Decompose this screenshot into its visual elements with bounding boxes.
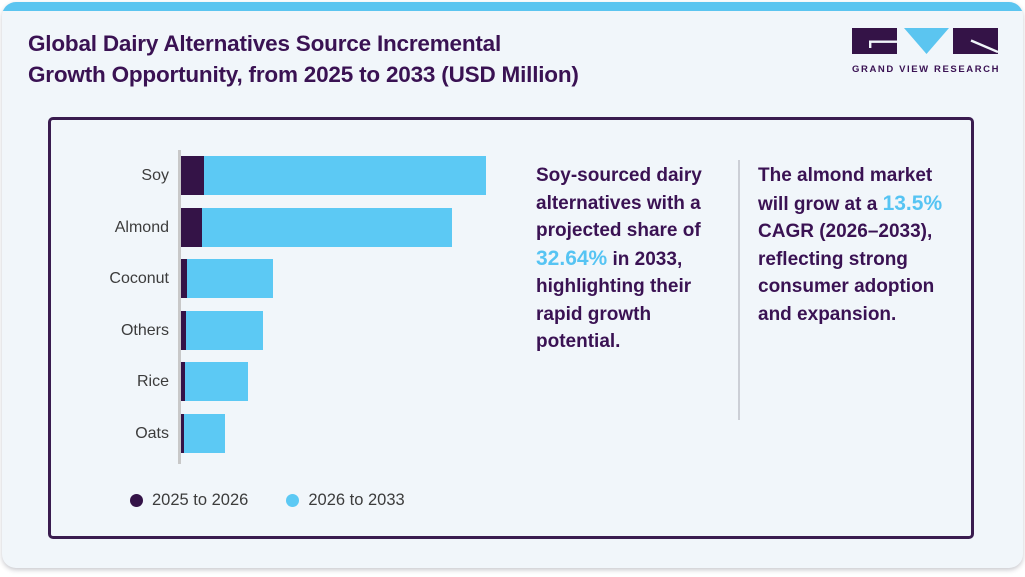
category-label: Almond	[114, 218, 169, 236]
chart-row-rice: Rice	[51, 362, 521, 401]
insight-text: Soy-sourced dairy alternatives with a pr…	[536, 165, 702, 241]
legend-dot-blue-icon	[286, 494, 300, 507]
insight-divider	[738, 160, 740, 420]
bar-segment-2025-to-2026	[181, 156, 204, 195]
bar-track	[181, 259, 273, 298]
top-accent-strip	[2, 2, 1023, 11]
chart-axis-line	[178, 150, 181, 464]
bar-segment-2026-to-2033	[202, 207, 452, 247]
category-label: Coconut	[109, 270, 169, 287]
insight-highlight-value: 13.5%	[882, 191, 943, 215]
insight-highlight-value: 32.64%	[536, 246, 608, 270]
chart-row-coconut: Coconut	[51, 259, 521, 298]
bar-segment-2026-to-2033	[185, 362, 248, 401]
gvr-logo-icon	[852, 28, 999, 54]
insight-text: CAGR (2026–2033), reflecting strong cons…	[758, 221, 935, 325]
chart-row-others: Others	[51, 310, 521, 350]
bar-track	[181, 310, 263, 350]
bar-track	[181, 413, 225, 453]
bar-segment-2025-to-2026	[181, 207, 202, 247]
chart-row-almond: Almond	[51, 207, 521, 247]
bar-segment-2026-to-2033	[184, 413, 225, 453]
insight-soy-text: Soy-sourced dairy alternatives with a pr…	[536, 162, 733, 356]
bar-segment-2026-to-2033	[187, 259, 273, 298]
bar-segment-2025-to-2026	[181, 259, 187, 298]
bar-track	[181, 362, 248, 401]
legend-label: 2025 to 2026	[152, 491, 249, 509]
insight-almond-text: The almond market will grow at a 13.5% C…	[758, 162, 944, 328]
content-panel: Soy Almond Coconut Others Rice Oats 2025 to 2…	[48, 117, 974, 539]
bar-segment-2025-to-2026	[181, 413, 184, 453]
bar-chart: Soy Almond Coconut Others Rice Oats	[51, 156, 521, 465]
chart-row-soy: Soy	[51, 156, 521, 195]
legend-item-2026-2033: 2026 to 2033	[286, 491, 405, 510]
brand-logo: GRAND VIEW RESEARCH	[852, 28, 1001, 75]
bar-track	[181, 207, 452, 247]
legend-item-2025-2026: 2025 to 2026	[130, 491, 248, 510]
bar-segment-2025-to-2026	[181, 362, 185, 401]
page-title: Global Dairy Alternatives Source Increme…	[28, 28, 579, 90]
title-line-2: Growth Opportunity, from 2025 to 2033 (U…	[28, 62, 579, 87]
bar-segment-2026-to-2033	[186, 310, 263, 350]
legend-label: 2026 to 2033	[308, 491, 405, 509]
title-line-1: Global Dairy Alternatives Source Increme…	[28, 31, 502, 56]
insight-text: The almond market will grow at a	[758, 165, 933, 215]
bar-track	[181, 156, 486, 195]
category-label: Oats	[135, 424, 169, 442]
insight-text: in 2033, highlighting their rapid growth…	[536, 248, 692, 353]
category-label: Soy	[141, 167, 169, 184]
legend-dot-purple-icon	[130, 494, 143, 507]
category-label: Others	[120, 321, 169, 339]
bar-segment-2026-to-2033	[204, 156, 486, 195]
chart-legend: 2025 to 2026 2026 to 2033	[130, 491, 405, 510]
category-label: Rice	[136, 373, 169, 390]
chart-row-oats: Oats	[51, 413, 521, 453]
bar-segment-2025-to-2026	[181, 310, 186, 350]
brand-name: GRAND VIEW RESEARCH	[852, 64, 1001, 75]
infographic-card: Global Dairy Alternatives Source Increme…	[2, 2, 1023, 568]
